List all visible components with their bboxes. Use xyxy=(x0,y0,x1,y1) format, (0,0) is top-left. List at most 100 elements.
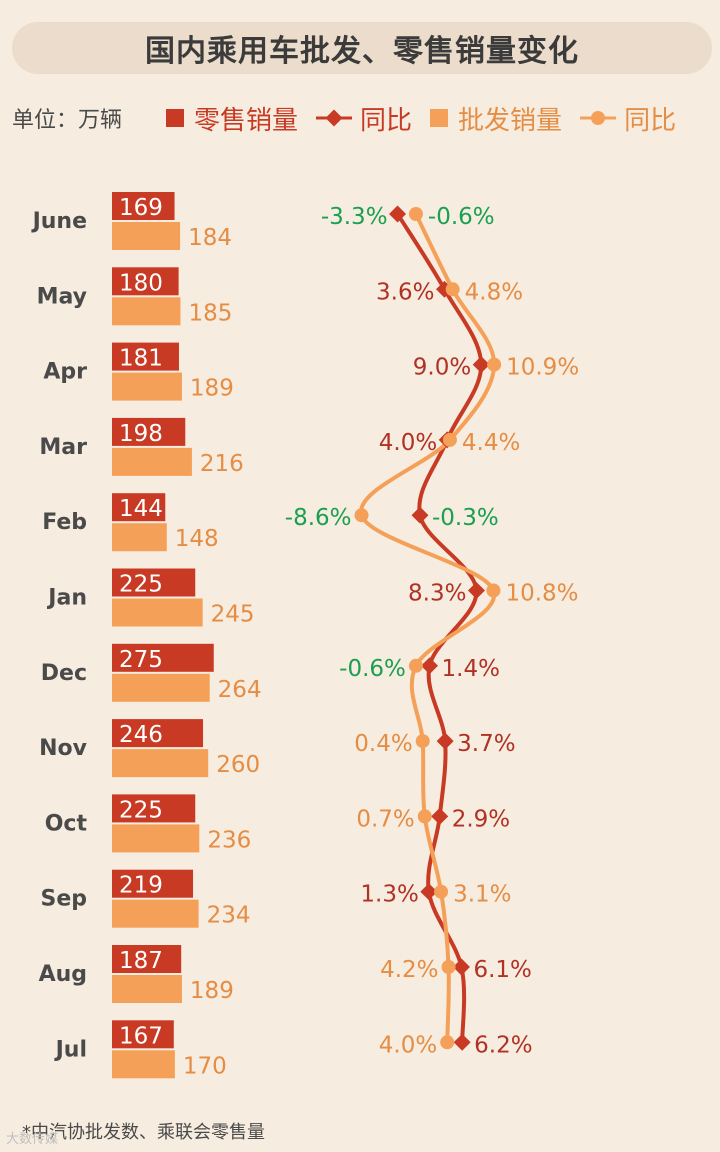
wholesale-bar xyxy=(112,222,181,250)
wholesale-value-label: 234 xyxy=(207,903,251,929)
retail-value-label: 144 xyxy=(119,496,163,522)
month-label: May xyxy=(37,284,87,309)
retail-bar xyxy=(112,869,194,898)
legend-wholesale-yoy-label: 同比 xyxy=(624,105,677,136)
wholesale-value-label: 260 xyxy=(216,752,260,778)
legend-retail-yoy-label: 同比 xyxy=(360,105,413,136)
wholesale-bar xyxy=(112,372,182,401)
unit-label: 单位：万辆 xyxy=(12,108,123,133)
wholesale-value-label: 185 xyxy=(188,300,232,326)
wholesale-yoy-label: 0.7% xyxy=(356,806,414,832)
circle-line-icon xyxy=(580,111,617,125)
month-label: Sep xyxy=(40,887,87,912)
wholesale-yoy-point xyxy=(445,282,460,297)
month-label: Aug xyxy=(39,962,87,987)
retail-yoy-label: 8.3% xyxy=(408,581,466,607)
retail-bar xyxy=(112,342,179,371)
retail-bar xyxy=(112,417,186,446)
month-label: Feb xyxy=(42,510,87,535)
retail-yoy-label: 4.0% xyxy=(379,430,437,456)
wholesale-yoy-point xyxy=(441,960,456,974)
diamond-line-icon xyxy=(316,109,353,127)
wholesale-yoy-label: 10.8% xyxy=(505,581,578,607)
wholesale-yoy-point xyxy=(354,508,369,523)
retail-value-label: 219 xyxy=(119,873,163,899)
retail-yoy-point xyxy=(453,1033,471,1051)
wholesale-yoy-point xyxy=(440,1035,455,1050)
wholesale-value-label: 184 xyxy=(188,225,232,251)
retail-yoy-label: 6.1% xyxy=(473,957,531,983)
retail-value-label: 181 xyxy=(119,346,163,372)
wholesale-bar xyxy=(112,673,210,702)
retail-value-label: 169 xyxy=(119,195,163,221)
month-label: Nov xyxy=(39,736,88,761)
wholesale-yoy-point xyxy=(408,207,423,221)
legend-retail-label: 零售销量 xyxy=(194,105,299,136)
retail-yoy-label: -0.3% xyxy=(432,505,499,531)
retail-yoy-point xyxy=(389,205,407,223)
wholesale-bar xyxy=(112,1050,175,1079)
retail-bar xyxy=(112,267,179,296)
retail-bar xyxy=(112,493,166,522)
retail-yoy-label: 9.0% xyxy=(413,355,471,381)
wholesale-bar xyxy=(112,749,209,778)
retail-value-label: 275 xyxy=(119,647,163,673)
wholesale-yoy-point xyxy=(487,357,502,372)
wholesale-bar xyxy=(112,523,167,552)
wholesale-swatch-icon xyxy=(430,109,449,127)
wholesale-yoy-label: 3.1% xyxy=(453,882,511,908)
month-label: June xyxy=(31,209,87,234)
month-label: Oct xyxy=(45,811,88,836)
wholesale-value-label: 189 xyxy=(190,376,234,402)
month-label: Mar xyxy=(39,435,87,460)
retail-bar xyxy=(112,643,214,672)
wholesale-bar xyxy=(112,975,182,1003)
wholesale-bar xyxy=(112,899,199,928)
retail-bar xyxy=(112,719,204,748)
wholesale-yoy-label: 10.9% xyxy=(506,355,579,381)
month-label: Dec xyxy=(41,661,87,686)
legend-item-wholesale-yoy: 同比 xyxy=(580,100,676,137)
wholesale-yoy-label: -8.6% xyxy=(285,505,352,531)
wholesale-value-label: 170 xyxy=(183,1053,227,1079)
title-bar: 国内乘用车批发、零售销量变化 xyxy=(12,22,712,74)
chart-title: 国内乘用车批发、零售销量变化 xyxy=(145,34,579,69)
retail-value-label: 225 xyxy=(119,797,163,823)
legend-wholesale-label: 批发销量 xyxy=(458,105,563,136)
wholesale-yoy-point xyxy=(408,658,423,673)
wholesale-value-label: 236 xyxy=(207,827,251,853)
wholesale-yoy-label: 4.2% xyxy=(380,957,438,983)
wholesale-yoy-point xyxy=(417,809,432,824)
retail-yoy-label: 1.4% xyxy=(442,656,500,682)
wholesale-value-label: 189 xyxy=(190,978,234,1004)
month-label: Apr xyxy=(43,360,87,385)
wholesale-bar xyxy=(112,598,203,627)
retail-swatch-icon xyxy=(166,109,185,127)
watermark: 大数传媒 xyxy=(6,1132,59,1147)
footer-note: *中汽协批发数、乘联会零售量 xyxy=(22,1122,265,1143)
wholesale-yoy-point xyxy=(442,432,457,447)
wholesale-yoy-label: 4.4% xyxy=(462,430,520,456)
retail-yoy-point xyxy=(467,582,485,599)
retail-bar xyxy=(112,1020,174,1049)
wholesale-yoy-label: 4.8% xyxy=(465,279,523,305)
legend-item-wholesale: 批发销量 xyxy=(430,100,562,137)
wholesale-bar xyxy=(112,447,192,476)
retail-bar xyxy=(112,945,182,973)
retail-bar xyxy=(112,568,196,597)
retail-value-label: 198 xyxy=(119,421,163,447)
retail-yoy-label: 2.9% xyxy=(452,806,510,832)
retail-yoy-point xyxy=(472,356,490,374)
retail-yoy-point xyxy=(431,807,449,825)
legend: 单位：万辆 零售销量 同比 批发销量 同比 xyxy=(12,98,712,138)
month-label: Jan xyxy=(46,586,87,611)
wholesale-bar xyxy=(112,297,181,326)
legend-item-retail: 零售销量 xyxy=(166,100,298,137)
wholesale-yoy-point xyxy=(415,734,430,749)
wholesale-yoy-point xyxy=(486,583,501,598)
retail-value-label: 187 xyxy=(119,948,163,974)
retail-yoy-label: 1.3% xyxy=(360,882,418,908)
wholesale-value-label: 216 xyxy=(200,451,244,477)
retail-yoy-point xyxy=(420,883,438,901)
